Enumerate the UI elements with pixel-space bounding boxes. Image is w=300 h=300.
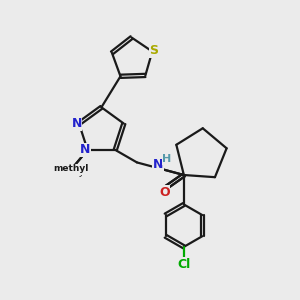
Text: N: N [80,143,90,156]
Text: methyl: methyl [57,168,88,177]
Text: Cl: Cl [177,258,190,271]
Text: methyl: methyl [62,168,86,174]
Text: N: N [153,158,164,171]
Text: methyl: methyl [53,164,88,173]
Text: N: N [71,117,82,130]
Text: O: O [159,186,169,199]
Text: S: S [149,44,158,57]
Text: methyl: methyl [58,166,88,175]
Text: H: H [163,154,172,164]
Text: O: O [159,186,169,199]
